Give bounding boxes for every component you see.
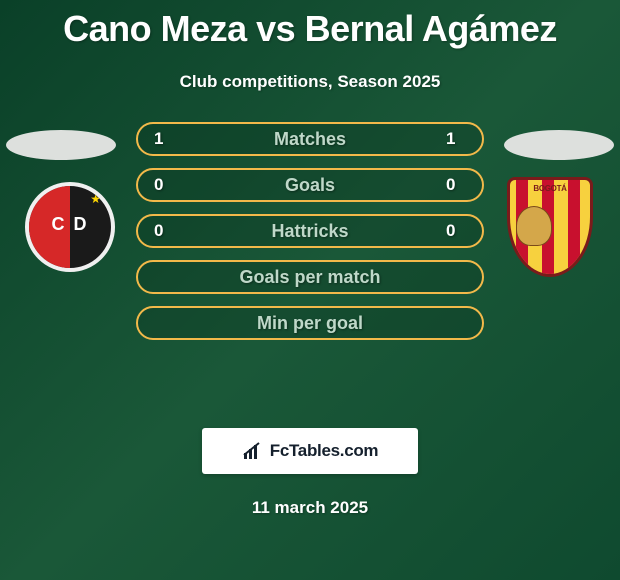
star-icon: ★	[90, 192, 101, 206]
club-logo-left-circle: ★ C D	[25, 182, 115, 272]
chart-icon	[242, 441, 264, 461]
comparison-area: ★ C D BOGOTÁ 1 Matches 1 0 Goals 0 0 Hat…	[0, 122, 620, 422]
stat-row-goals-per-match: Goals per match	[136, 260, 484, 294]
player-right-ellipse	[504, 130, 614, 160]
branding-text: FcTables.com	[270, 441, 379, 461]
club-logo-left: ★ C D	[20, 182, 120, 272]
shield-stripe	[568, 180, 580, 274]
stat-label: Matches	[138, 129, 482, 150]
stat-row-goals: 0 Goals 0	[136, 168, 484, 202]
page-title: Cano Meza vs Bernal Agámez	[0, 0, 620, 50]
stat-row-matches: 1 Matches 1	[136, 122, 484, 156]
club-logo-right-shield: BOGOTÁ	[507, 177, 593, 277]
stats-column: 1 Matches 1 0 Goals 0 0 Hattricks 0 Goal…	[136, 122, 484, 352]
stat-row-hattricks: 0 Hattricks 0	[136, 214, 484, 248]
club-logo-right-text: BOGOTÁ	[510, 184, 590, 193]
stat-label: Goals per match	[138, 267, 482, 288]
stat-row-min-per-goal: Min per goal	[136, 306, 484, 340]
player-left-ellipse	[6, 130, 116, 160]
shield-head-icon	[516, 206, 552, 246]
club-logo-left-letters: C D	[29, 214, 111, 235]
club-logo-right: BOGOTÁ	[500, 182, 600, 272]
branding-box: FcTables.com	[202, 428, 418, 474]
stat-label: Min per goal	[138, 313, 482, 334]
stat-label: Hattricks	[138, 221, 482, 242]
stat-label: Goals	[138, 175, 482, 196]
subtitle: Club competitions, Season 2025	[0, 72, 620, 92]
date-text: 11 march 2025	[0, 498, 620, 518]
